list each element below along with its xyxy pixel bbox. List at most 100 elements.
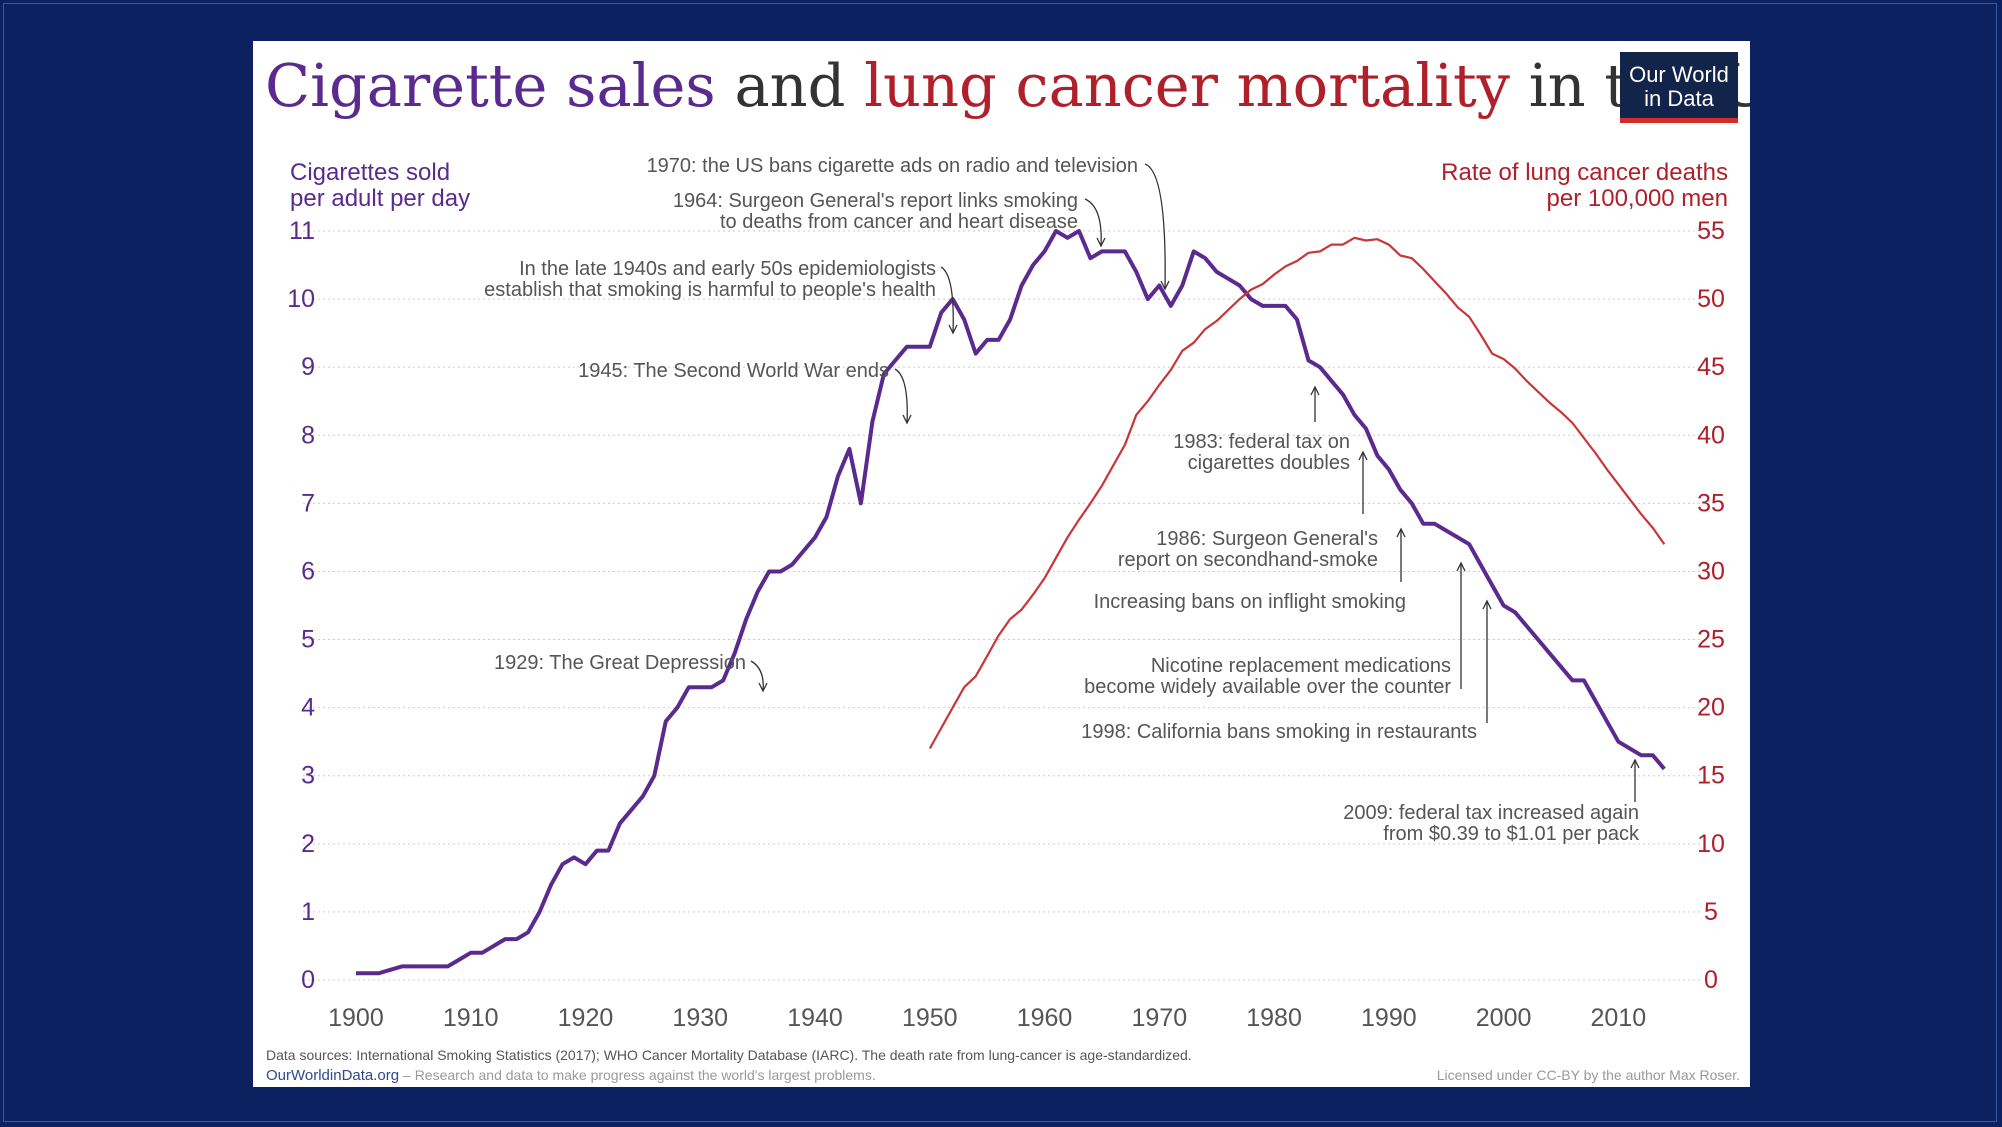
annotation: In the late 1940s and early 50s epidemio… (484, 258, 958, 335)
logo-line2: in Data (1644, 86, 1714, 111)
x-tick-label: 1970 (1131, 1004, 1187, 1032)
left-tick-label: 6 (301, 557, 315, 585)
annotation: 1970: the US bans cigarette ads on radio… (647, 155, 1170, 291)
footer-site-line: OurWorldinData.org – Research and data t… (266, 1067, 876, 1084)
right-tick-label: 55 (1697, 217, 1725, 245)
x-tick-label: 1910 (443, 1004, 499, 1032)
footer-tagline: – Research and data to make progress aga… (399, 1067, 876, 1083)
annotation: 1964: Surgeon General's report links smo… (673, 190, 1106, 248)
title-part: and (716, 51, 864, 120)
annotation-text: 2009: federal tax increased again (1343, 802, 1639, 824)
annotation-text: In the late 1940s and early 50s epidemio… (519, 258, 936, 280)
right-tick-label: 40 (1697, 421, 1725, 449)
annotation-arrowhead (758, 682, 768, 693)
footer-license: Licensed under CC-BY by the author Max R… (1437, 1067, 1740, 1083)
left-axis-title-line2: per adult per day (290, 185, 470, 212)
x-tick-label: 2000 (1476, 1004, 1532, 1032)
right-tick-label: 30 (1697, 557, 1725, 585)
annotation-text: report on secondhand-smoke (1118, 549, 1378, 571)
x-tick-label: 1980 (1246, 1004, 1302, 1032)
slide-frame (3, 3, 1997, 1122)
annotation: Increasing bans on inflight smoking (1094, 527, 1406, 613)
left-tick-label: 10 (287, 285, 315, 313)
right-tick-label: 15 (1697, 762, 1725, 790)
footer-site-link[interactable]: OurWorldinData.org (266, 1067, 399, 1084)
right-tick-label: 20 (1697, 694, 1725, 722)
annotation: 1929: The Great Depression (494, 652, 768, 693)
x-tick-label: 1930 (672, 1004, 728, 1032)
cigarette-sales-line (356, 229, 1666, 976)
annotation-text: become widely available over the counter (1084, 676, 1451, 698)
annotation-arrow (750, 660, 764, 692)
annotation-arrowhead (902, 414, 912, 425)
left-tick-label: 11 (289, 217, 315, 245)
left-tick-label: 0 (301, 966, 315, 994)
right-tick-label: 25 (1697, 626, 1725, 654)
right-tick-label: 50 (1697, 285, 1725, 313)
left-tick-label: 9 (301, 353, 315, 381)
left-tick-label: 5 (301, 626, 315, 654)
annotation-text: 1970: the US bans cigarette ads on radio… (647, 155, 1138, 177)
x-tick-label: 1960 (1017, 1004, 1073, 1032)
chart-title: Cigarette sales and lung cancer mortalit… (265, 51, 1750, 120)
annotation-text: Increasing bans on inflight smoking (1094, 591, 1406, 613)
annotation-text: 1983: federal tax on (1173, 431, 1350, 453)
annotation-text: cigarettes doubles (1188, 452, 1350, 474)
title-part: Cigarette sales (265, 51, 716, 120)
right-tick-label: 0 (1704, 966, 1718, 994)
annotation-text: 1998: California bans smoking in restaur… (1081, 721, 1477, 743)
left-tick-label: 1 (301, 898, 315, 926)
annotation-text: 1929: The Great Depression (494, 652, 746, 674)
annotation-arrow (1144, 163, 1166, 290)
annotation-arrow (1084, 198, 1102, 247)
left-tick-label: 7 (301, 489, 315, 517)
title-part: lung cancer mortality (864, 51, 1511, 120)
owid-logo[interactable]: Our World in Data (1620, 52, 1738, 123)
x-tick-label: 2010 (1591, 1004, 1647, 1032)
x-tick-label: 1940 (787, 1004, 843, 1032)
right-tick-label: 10 (1697, 830, 1725, 858)
annotation-arrowhead (1160, 280, 1170, 291)
annotation-arrowhead (1396, 527, 1406, 538)
annotation-arrowhead (1482, 599, 1492, 610)
x-tick-label: 1990 (1361, 1004, 1417, 1032)
right-tick-label: 45 (1697, 353, 1725, 381)
left-tick-label: 3 (301, 762, 315, 790)
chart-card: 0 1 2 3 4 5 6 7 8 9 10 11 0 5 10 15 20 25 30 35 40 45 50 55 1900… (253, 41, 1750, 1087)
left-axis-title-line1: Cigarettes sold (290, 159, 450, 186)
annotation-text: 1986: Surgeon General's (1156, 528, 1378, 550)
left-tick-label: 8 (301, 421, 315, 449)
x-tick-label: 1950 (902, 1004, 958, 1032)
right-axis-title-line1: Rate of lung cancer deaths (1441, 159, 1728, 186)
annotation-arrow (894, 368, 908, 424)
footer-sources: Data sources: International Smoking Stat… (266, 1047, 1192, 1063)
annotation-arrowhead (1456, 561, 1466, 572)
annotation: 1998: California bans smoking in restaur… (1081, 599, 1492, 743)
annotation-arrow (940, 266, 954, 334)
right-tick-label: 5 (1704, 898, 1718, 926)
annotation-arrowhead (948, 324, 958, 335)
annotation-text: from $0.39 to $1.01 per pack (1383, 823, 1640, 845)
lung-cancer-line (928, 236, 1666, 750)
annotation: 1945: The Second World War ends (578, 360, 912, 425)
annotation-arrowhead (1630, 758, 1640, 769)
x-tick-label: 1920 (558, 1004, 614, 1032)
annotation-arrowhead (1096, 237, 1106, 248)
annotation-text: 1964: Surgeon General's report links smo… (673, 190, 1078, 212)
annotation-arrowhead (1310, 385, 1320, 396)
left-tick-label: 4 (301, 694, 315, 722)
left-tick-label: 2 (301, 830, 315, 858)
annotation-text: Nicotine replacement medications (1151, 655, 1451, 677)
chart: 0123456789101105101520253035404550551900… (265, 51, 1750, 1084)
right-axis-title-line2: per 100,000 men (1547, 185, 1728, 212)
annotation-text: 1945: The Second World War ends (578, 360, 889, 382)
logo-line1: Our World (1629, 62, 1729, 87)
annotation-arrowhead (1358, 450, 1368, 461)
x-tick-label: 1900 (328, 1004, 384, 1032)
right-tick-label: 35 (1697, 489, 1725, 517)
annotation-text: establish that smoking is harmful to peo… (484, 279, 936, 301)
